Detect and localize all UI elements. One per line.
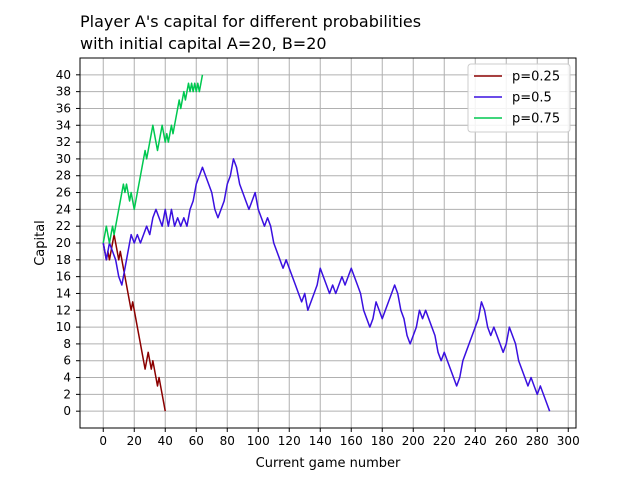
y-tick-label: 0 xyxy=(63,404,71,418)
x-tick-label: 300 xyxy=(557,434,580,448)
x-tick-label: 260 xyxy=(495,434,518,448)
y-tick-label: 24 xyxy=(56,202,71,216)
legend-label-2: p=0.75 xyxy=(512,112,560,127)
y-tick-label: 38 xyxy=(56,85,71,99)
y-tick-label: 26 xyxy=(56,186,71,200)
series-line-2 xyxy=(102,74,204,244)
x-axis-label: Current game number xyxy=(256,456,401,471)
x-tick-label: 120 xyxy=(278,434,301,448)
legend-box xyxy=(467,63,571,133)
chart-title-line2: with initial capital A=20, B=20 xyxy=(80,34,327,53)
legend-label-1: p=0.5 xyxy=(512,91,552,106)
y-tick-label: 30 xyxy=(56,152,71,166)
x-tick-label: 160 xyxy=(340,434,363,448)
x-tick-label: 280 xyxy=(526,434,549,448)
x-tick-label: 20 xyxy=(127,434,142,448)
y-tick-label: 40 xyxy=(56,68,71,82)
legend: p=0.25 p=0.5 p=0.75 xyxy=(467,63,571,133)
x-tick-label: 140 xyxy=(309,434,332,448)
x-tick-label: 80 xyxy=(220,434,235,448)
x-tick-label: 100 xyxy=(247,434,270,448)
y-tick-label: 18 xyxy=(56,253,71,267)
plot-frame xyxy=(79,57,577,429)
y-tick-label: 14 xyxy=(56,286,71,300)
x-tick-label: 180 xyxy=(371,434,394,448)
x-tick-label: 0 xyxy=(99,434,107,448)
x-tick-label: 40 xyxy=(158,434,173,448)
y-tick-label: 36 xyxy=(56,101,71,115)
axis-ticks: 0 20 40 60 80 100 120 140 160 180 200 220 240 260 280 3… xyxy=(56,68,580,448)
y-tick-label: 2 xyxy=(63,387,71,401)
y-tick-label: 10 xyxy=(56,320,71,334)
x-tick-label: 60 xyxy=(189,434,204,448)
legend-label-0: p=0.25 xyxy=(512,70,560,85)
series-line-0 xyxy=(102,233,166,412)
chart-title-line1: Player A's capital for different probabi… xyxy=(80,12,421,31)
series-line-1 xyxy=(102,158,551,412)
y-tick-label: 20 xyxy=(56,236,71,250)
y-tick-label: 12 xyxy=(56,303,71,317)
y-tick-label: 16 xyxy=(56,270,71,284)
y-tick-label: 8 xyxy=(63,337,71,351)
y-tick-label: 6 xyxy=(63,354,71,368)
x-tick-label: 220 xyxy=(433,434,456,448)
y-tick-label: 32 xyxy=(56,135,71,149)
y-tick-label: 22 xyxy=(56,219,71,233)
y-tick-label: 34 xyxy=(56,118,71,132)
y-tick-label: 28 xyxy=(56,169,71,183)
x-tick-label: 240 xyxy=(464,434,487,448)
series-layer xyxy=(102,74,551,412)
y-tick-label: 4 xyxy=(63,371,71,385)
y-axis-label: Capital xyxy=(33,220,48,266)
x-tick-label: 200 xyxy=(402,434,425,448)
